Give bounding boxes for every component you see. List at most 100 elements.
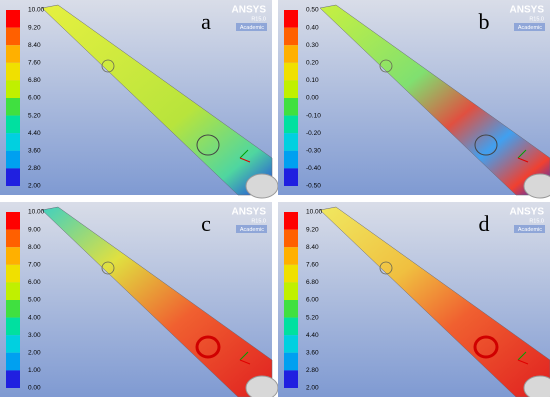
colorbar-label: 9.00 — [28, 226, 41, 233]
mid-ring — [101, 59, 115, 73]
colorbar-label: 6.00 — [28, 279, 41, 286]
colorbar-band — [6, 10, 20, 28]
colorbar-label: 6.00 — [28, 95, 41, 102]
colorbar-label: -0.30 — [306, 148, 321, 155]
colorbar-label: 3.60 — [306, 350, 319, 357]
colorbar-label: 0.10 — [306, 77, 319, 84]
colorbar-band — [284, 27, 298, 46]
colorbar-label: 4.40 — [28, 130, 41, 137]
colorbar-band — [6, 282, 20, 300]
logo-brand: ANSYS — [510, 207, 545, 218]
colorbar-label: 3.60 — [28, 148, 41, 155]
colorbar-band — [6, 229, 20, 248]
hub-ring — [473, 335, 499, 359]
logo-version: R15.0 — [529, 16, 544, 22]
colorbar-band — [284, 45, 298, 63]
colorbar-label: 0.20 — [306, 60, 319, 67]
colorbar-label: -0.20 — [306, 130, 321, 137]
colorbar-label: 10.00 — [28, 7, 45, 14]
colorbar-band — [6, 168, 20, 186]
colorbar-label: 7.00 — [28, 262, 41, 269]
mid-ring — [379, 59, 393, 73]
blade — [319, 4, 550, 196]
colorbar-band — [6, 212, 20, 230]
colorbar-label: 0.50 — [306, 7, 319, 14]
logo-badge — [514, 23, 545, 31]
logo-badge — [236, 23, 267, 31]
colorbar-band — [284, 133, 298, 151]
colorbar-label: 2.00 — [28, 183, 41, 190]
mid-ring — [101, 261, 115, 275]
colorbar-label: 5.20 — [306, 314, 319, 321]
colorbar-band — [6, 115, 20, 134]
colorbar-label: 9.20 — [28, 24, 41, 31]
colorbar-label: 5.20 — [28, 112, 41, 119]
panel-letter: b — [479, 9, 490, 34]
colorbar-label: 2.80 — [28, 165, 41, 172]
colorbar-band — [6, 45, 20, 63]
blade — [319, 206, 550, 398]
colorbar-band — [6, 335, 20, 353]
hub-ring — [474, 134, 498, 156]
colorbar-band — [284, 150, 298, 169]
axis-triad — [517, 359, 529, 365]
logo-version: R15.0 — [251, 218, 266, 224]
colorbar-label: -0.10 — [306, 112, 321, 119]
colorbar-band — [284, 98, 298, 116]
colorbar-band — [284, 370, 298, 388]
colorbar-band — [6, 150, 20, 169]
colorbar-band — [6, 27, 20, 46]
colorbar-label: 2.80 — [306, 367, 319, 374]
colorbar-band — [6, 62, 20, 81]
colorbar-band — [284, 212, 298, 230]
hub — [245, 375, 279, 401]
colorbar-band — [284, 247, 298, 265]
colorbar-label: 7.60 — [28, 60, 41, 67]
colorbar-band — [6, 352, 20, 371]
colorbar-label: 8.00 — [28, 244, 41, 251]
colorbar-label: 7.60 — [306, 262, 319, 269]
colorbar-label: 0.00 — [28, 385, 41, 392]
panel-letter: a — [201, 9, 211, 34]
logo-edition: Academic — [518, 227, 542, 233]
colorbar-label: -0.50 — [306, 183, 321, 190]
colorbar-label: 4.40 — [306, 332, 319, 339]
axis-triad — [239, 157, 251, 163]
colorbar-band — [6, 98, 20, 116]
colorbar-label: 10.00 — [28, 209, 45, 216]
colorbar-band — [284, 80, 298, 98]
colorbar-label: 9.20 — [306, 226, 319, 233]
logo-version: R15.0 — [529, 218, 544, 224]
colorbar-band — [284, 282, 298, 300]
logo-version: R15.0 — [251, 16, 266, 22]
colorbar-band — [6, 247, 20, 265]
axis-triad — [239, 351, 249, 361]
colorbar-label: 0.30 — [306, 42, 319, 49]
colorbar-label: 8.40 — [306, 244, 319, 251]
axis-triad — [239, 149, 249, 159]
colorbar-label: 5.00 — [28, 297, 41, 304]
colorbar-band — [284, 335, 298, 353]
logo-edition: Academic — [240, 25, 264, 31]
logo-brand: ANSYS — [232, 207, 267, 218]
panel: 0.50 0.40 0.30 0.20 0.10 0.00 -0.10 -0.20 -0.30 -… — [278, 0, 550, 199]
colorbar-label: 6.80 — [306, 279, 319, 286]
colorbar-band — [284, 352, 298, 371]
panel: 10.00 9.00 8.00 7.00 6.00 5.00 4.00 3.00 2.00 1.0… — [0, 202, 279, 401]
colorbar-label: 10.00 — [306, 209, 323, 216]
colorbar-band — [284, 62, 298, 81]
colorbar-band — [6, 370, 20, 388]
colorbar-label: 0.40 — [306, 24, 319, 31]
panel-letter: d — [479, 211, 490, 236]
colorbar-label: 8.40 — [28, 42, 41, 49]
colorbar-band — [6, 300, 20, 318]
logo-brand: ANSYS — [510, 5, 545, 16]
axis-triad — [239, 359, 251, 365]
hub — [523, 173, 550, 199]
colorbar-band — [6, 133, 20, 151]
colorbar-label: 6.00 — [306, 297, 319, 304]
axis-triad — [517, 157, 529, 163]
colorbar-band — [284, 229, 298, 248]
panel: 10.00 9.20 8.40 7.60 6.80 6.00 5.20 4.40 3.60 2.8… — [0, 0, 279, 199]
